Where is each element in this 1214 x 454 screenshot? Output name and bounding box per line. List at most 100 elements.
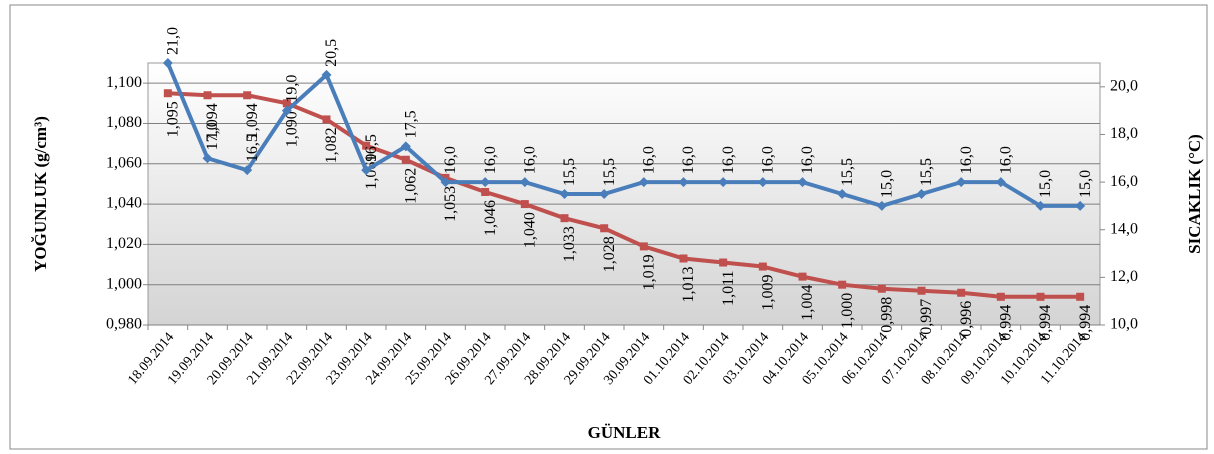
data-label: 17,0 bbox=[204, 122, 221, 150]
point bbox=[321, 69, 332, 80]
point bbox=[401, 155, 410, 164]
data-label: 16,0 bbox=[680, 146, 697, 174]
point bbox=[679, 254, 688, 263]
point bbox=[718, 177, 729, 188]
point bbox=[638, 177, 649, 188]
point bbox=[916, 189, 927, 199]
data-label: 16,0 bbox=[998, 146, 1015, 174]
y-tick-label: 1,060 bbox=[106, 154, 142, 171]
series-line bbox=[167, 91, 1081, 299]
data-label: 19,0 bbox=[284, 75, 301, 103]
data-label: 1,095 bbox=[165, 101, 182, 137]
data-label: 15,0 bbox=[879, 170, 896, 198]
point bbox=[519, 177, 530, 188]
point bbox=[163, 89, 172, 98]
data-label: 1,028 bbox=[601, 236, 618, 272]
point bbox=[361, 165, 372, 176]
point bbox=[1075, 200, 1086, 211]
point bbox=[956, 177, 967, 188]
point bbox=[520, 200, 529, 209]
point bbox=[876, 200, 887, 211]
x-axis-title: GÜNLER bbox=[588, 423, 661, 442]
point bbox=[758, 262, 767, 271]
point bbox=[559, 189, 570, 199]
point bbox=[600, 224, 609, 233]
plot-area bbox=[147, 62, 1101, 326]
data-label: 0,997 bbox=[918, 299, 935, 335]
point bbox=[400, 141, 411, 152]
point bbox=[282, 99, 291, 108]
point bbox=[480, 177, 491, 188]
point bbox=[203, 91, 212, 100]
point bbox=[242, 165, 253, 176]
point bbox=[243, 91, 252, 100]
data-label: 1,009 bbox=[760, 275, 777, 311]
point bbox=[757, 177, 768, 188]
data-label: 16,5 bbox=[244, 134, 261, 162]
data-label: 1,011 bbox=[720, 271, 737, 306]
data-label: 0,998 bbox=[879, 297, 896, 333]
data-label: 16,0 bbox=[482, 146, 499, 174]
data-label: 1,033 bbox=[561, 226, 578, 262]
data-label: 1,000 bbox=[839, 293, 856, 329]
y2-tick-label: 16,0 bbox=[1110, 173, 1138, 190]
point bbox=[996, 292, 1005, 301]
point bbox=[322, 115, 331, 124]
data-label: 16,0 bbox=[522, 146, 539, 174]
y-tick-label: 1,020 bbox=[106, 235, 142, 252]
y2-tick-label: 14,0 bbox=[1110, 220, 1138, 237]
point bbox=[599, 189, 610, 199]
point bbox=[798, 272, 807, 281]
data-label: 0,996 bbox=[958, 301, 975, 337]
data-label: 1,004 bbox=[799, 285, 816, 321]
y2-tick-label: 10,0 bbox=[1110, 316, 1138, 333]
data-label: 15,5 bbox=[918, 158, 935, 186]
point bbox=[797, 177, 808, 188]
data-label: 16,0 bbox=[760, 146, 777, 174]
data-label: 0,994 bbox=[1077, 305, 1094, 341]
point bbox=[995, 177, 1006, 188]
data-label: 16,0 bbox=[958, 146, 975, 174]
point bbox=[1036, 292, 1045, 301]
data-label: 1,082 bbox=[323, 127, 340, 163]
data-label: 1,046 bbox=[482, 200, 499, 236]
data-label: 21,0 bbox=[165, 27, 182, 55]
point bbox=[877, 284, 886, 293]
series-line bbox=[165, 62, 1081, 208]
data-label: 1,019 bbox=[641, 254, 658, 290]
point bbox=[481, 187, 490, 196]
y2-tick-label: 12,0 bbox=[1110, 268, 1138, 285]
point bbox=[838, 280, 847, 289]
point bbox=[837, 189, 848, 199]
data-label: 1,094 bbox=[244, 103, 261, 139]
data-label: 0,994 bbox=[998, 305, 1015, 341]
data-label: 16,5 bbox=[363, 134, 380, 162]
point bbox=[560, 214, 569, 223]
data-label: 15,5 bbox=[839, 158, 856, 186]
data-label: 1,013 bbox=[680, 266, 697, 302]
point bbox=[1076, 292, 1085, 301]
point bbox=[281, 105, 292, 116]
y-tick-label: 0,980 bbox=[106, 316, 142, 333]
point bbox=[162, 58, 173, 68]
data-label: 1,090 bbox=[284, 111, 301, 147]
data-label: 15,0 bbox=[1037, 170, 1054, 198]
data-label: 1,040 bbox=[522, 212, 539, 248]
y2-tick-label: 18,0 bbox=[1110, 125, 1138, 142]
point bbox=[917, 286, 926, 295]
point bbox=[440, 177, 451, 188]
data-label: 1,062 bbox=[403, 168, 420, 204]
y-tick-label: 1,040 bbox=[106, 195, 142, 212]
data-label: 1,053 bbox=[442, 186, 459, 222]
y-tick-label: 1,000 bbox=[106, 275, 142, 292]
y-tick-label: 1,100 bbox=[106, 74, 142, 91]
point bbox=[1035, 200, 1046, 211]
data-label: 20,5 bbox=[323, 39, 340, 67]
data-label: 16,0 bbox=[442, 146, 459, 174]
data-label: 15,5 bbox=[601, 158, 618, 186]
y2-axis-title: SICAKLIK (°C) bbox=[1185, 134, 1204, 254]
point bbox=[202, 153, 213, 164]
point bbox=[957, 288, 966, 297]
point bbox=[639, 242, 648, 251]
point bbox=[678, 177, 689, 188]
